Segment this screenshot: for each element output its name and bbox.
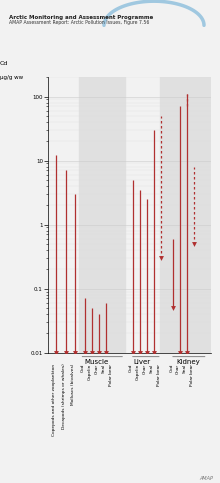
Text: AMAP: AMAP bbox=[199, 476, 213, 481]
Text: Char: Char bbox=[143, 364, 147, 374]
Bar bbox=[160, 77, 211, 353]
Text: Decapods (shrimps or whales): Decapods (shrimps or whales) bbox=[62, 364, 66, 429]
Text: Capelin: Capelin bbox=[88, 364, 92, 380]
Text: Capelin: Capelin bbox=[136, 364, 140, 380]
Text: Seal: Seal bbox=[183, 364, 187, 373]
Text: Polar bear: Polar bear bbox=[190, 364, 194, 385]
Text: Cod: Cod bbox=[81, 364, 85, 372]
Bar bbox=[79, 77, 125, 353]
Text: Cod: Cod bbox=[169, 364, 173, 372]
Text: Char: Char bbox=[176, 364, 180, 374]
Text: AMAP Assessment Report: Arctic Pollution Issues, Figure 7.56: AMAP Assessment Report: Arctic Pollution… bbox=[9, 20, 149, 25]
Text: Copepods and other zooplankton: Copepods and other zooplankton bbox=[52, 364, 56, 436]
Text: Seal: Seal bbox=[150, 364, 154, 373]
Text: µg/g ww: µg/g ww bbox=[0, 75, 23, 80]
Text: Polar bear: Polar bear bbox=[109, 364, 113, 385]
Text: Polar bear: Polar bear bbox=[157, 364, 161, 385]
Text: Seal: Seal bbox=[102, 364, 106, 373]
Text: Cd: Cd bbox=[0, 61, 8, 66]
Text: Molluscs (bivalves): Molluscs (bivalves) bbox=[71, 364, 75, 405]
Text: Muscle: Muscle bbox=[84, 359, 109, 366]
Text: Cod: Cod bbox=[129, 364, 133, 372]
Text: Liver: Liver bbox=[134, 359, 151, 366]
Text: Char: Char bbox=[95, 364, 99, 374]
Text: Arctic Monitoring and Assessment Programme: Arctic Monitoring and Assessment Program… bbox=[9, 15, 153, 20]
Text: Kidney: Kidney bbox=[176, 359, 200, 366]
